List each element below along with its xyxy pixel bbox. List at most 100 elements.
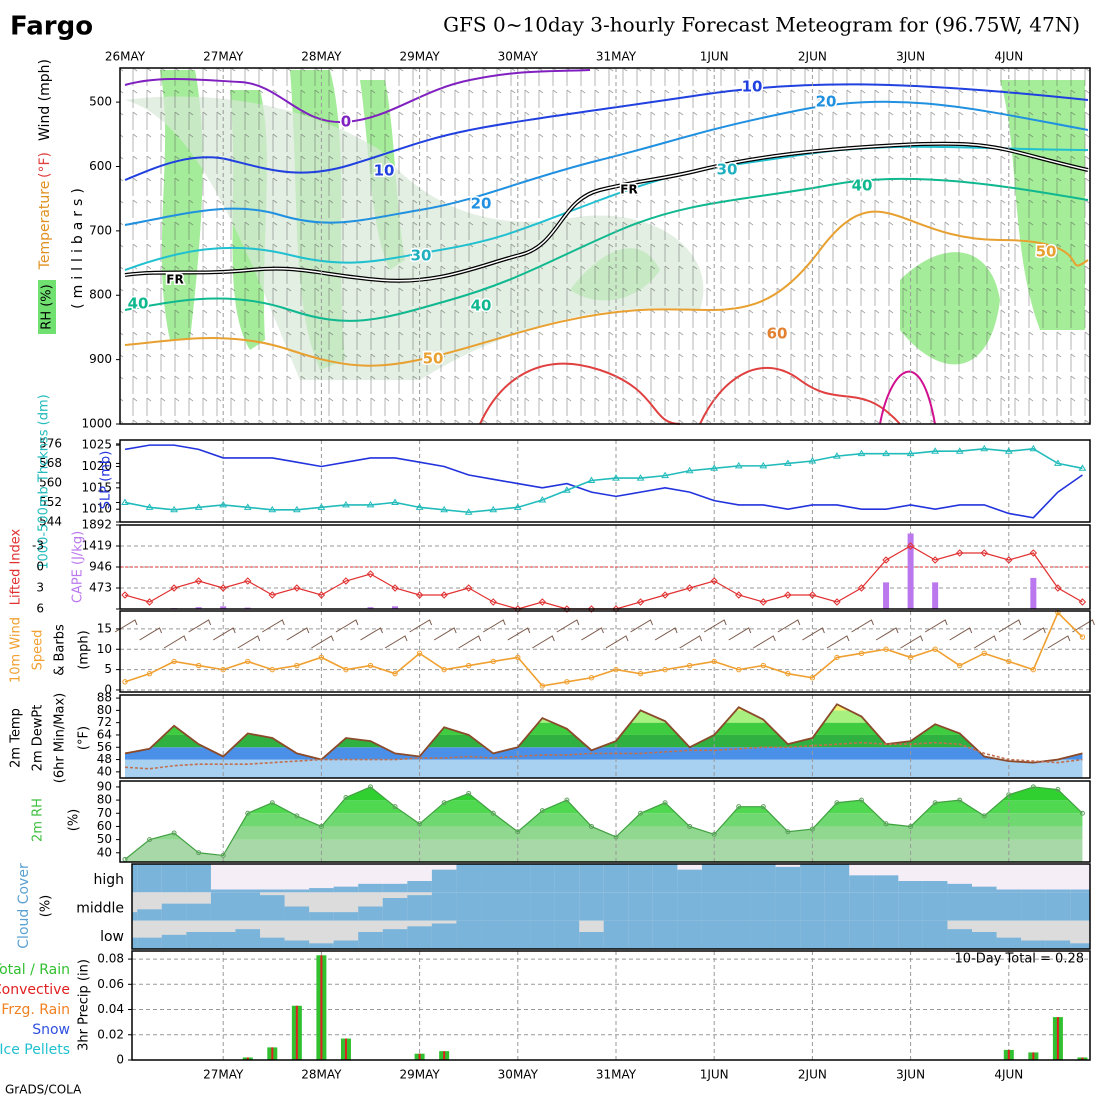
series-point [637, 670, 644, 677]
y-tick-label: 72 [97, 715, 112, 729]
wind-barb [679, 635, 703, 649]
series-point [392, 804, 398, 810]
wind-barb [581, 627, 604, 641]
cloud-bar [726, 892, 752, 921]
wind-barb [826, 635, 850, 649]
series-point [564, 797, 570, 803]
series-point [1029, 444, 1038, 452]
rh-band [125, 839, 1083, 862]
cloud-bar [726, 864, 752, 893]
series-point [686, 662, 693, 669]
y-label-2: Speed [31, 630, 46, 671]
series-point [662, 800, 668, 806]
y-label: 3hr Precip (in) [77, 959, 92, 1051]
layer-label: low [100, 929, 124, 945]
wind-barb [212, 627, 236, 641]
cloud-bar [284, 940, 310, 949]
series-line [124, 545, 1083, 610]
cloud-bar [235, 892, 261, 921]
cloud-bar [407, 926, 432, 949]
temp-band [125, 704, 1083, 711]
cloud-bar [996, 889, 1022, 893]
wind-barb [1047, 635, 1071, 649]
cloud-bar [898, 920, 923, 949]
series-point [245, 810, 251, 816]
cape-bar [883, 582, 890, 609]
series-point [245, 658, 251, 665]
rh-band [125, 786, 1083, 801]
cloud-bar [210, 892, 236, 921]
y-tick-label: 1025 [81, 438, 112, 452]
date-label-bottom: 30MAY [498, 1068, 539, 1082]
series-point [882, 449, 890, 457]
series-point [906, 449, 915, 457]
series-point [539, 808, 545, 814]
series-point [243, 503, 252, 510]
panel-frame [119, 439, 1091, 523]
y-tick-label: 560 [39, 475, 62, 489]
date-label-top: 30MAY [498, 50, 539, 64]
cloud-bar [824, 892, 850, 921]
cloud-bar [358, 883, 383, 893]
series-point [957, 797, 963, 803]
series-point [415, 503, 424, 510]
series-point [1005, 556, 1013, 564]
wind-barb [409, 619, 433, 633]
series-point [342, 577, 350, 585]
series-point [883, 821, 889, 827]
station-title: Fargo [10, 12, 93, 42]
credit: GrADS/COLA [5, 1083, 82, 1097]
series-point [710, 577, 718, 585]
y-unit: (%) [67, 809, 82, 832]
wind-barb [360, 627, 383, 641]
y-tick-label: 56 [97, 740, 112, 754]
series-point [563, 486, 571, 493]
date-label-top: 28MAY [301, 50, 342, 64]
date-label-top: 1JUN [700, 50, 729, 64]
cloud-bar [431, 869, 457, 893]
series-point [685, 584, 694, 592]
cloud-bar [1070, 889, 1090, 893]
series-point [638, 810, 644, 816]
series-point [809, 826, 815, 832]
y-tick-label: 900 [89, 352, 112, 366]
y-label: 2m Temp [9, 708, 24, 768]
panel-frame [119, 610, 1091, 693]
contour-label: FR [620, 183, 637, 197]
legend-entry: Snow [32, 1022, 70, 1038]
cape-bar [367, 607, 374, 609]
series-point [220, 852, 226, 858]
date-label-bottom: 28MAY [301, 1068, 342, 1082]
convective-bar [271, 1047, 274, 1060]
cloud-bar [603, 892, 629, 921]
panel-frame [119, 780, 1091, 863]
date-label-bottom: 31MAY [596, 1068, 637, 1082]
cloud-bar [701, 892, 727, 921]
cloud-bar [873, 920, 899, 949]
series-point [955, 447, 964, 454]
cloud-bar [1070, 943, 1090, 949]
wind-barb [458, 635, 482, 649]
series-point [759, 598, 768, 606]
wind-barb [703, 619, 727, 633]
date-label-bottom: 27MAY [203, 1068, 244, 1082]
cloud-bar [947, 929, 972, 949]
cloud-bar [775, 866, 801, 893]
y-tick-label: 0.02 [97, 1027, 124, 1041]
y-tick-label: 70 [97, 806, 112, 820]
wind-barb [998, 619, 1022, 633]
cape-bar [195, 607, 202, 609]
temp-band [125, 747, 1083, 760]
date-label-top: 4JUN [994, 50, 1023, 64]
series-point [539, 683, 546, 689]
y-tick-label: 80 [97, 793, 112, 807]
series-point [515, 654, 521, 661]
y-tick-label: 544 [39, 515, 62, 529]
series-point [194, 503, 203, 510]
series-point [563, 605, 571, 613]
cloud-bar [947, 883, 972, 893]
cloud-bar [161, 864, 187, 893]
cloud-bar [824, 864, 850, 893]
cloud-bar [996, 892, 1022, 921]
series-point [391, 584, 399, 592]
